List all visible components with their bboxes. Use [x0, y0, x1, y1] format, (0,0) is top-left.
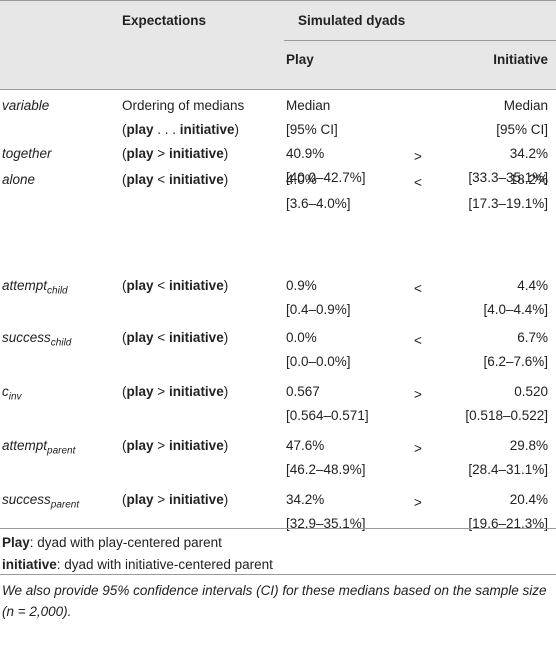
- row-variable: successparent: [2, 492, 80, 511]
- row-play-ci: [40.0–42.7%]: [286, 170, 366, 185]
- header-initiative: Initiative: [493, 52, 548, 67]
- row-init-ci: [0.518–0.522]: [465, 408, 548, 423]
- row-variable-subscript: child: [47, 285, 68, 297]
- subheader-variable: variable: [2, 98, 50, 113]
- row-init-median: 0.520: [514, 384, 548, 399]
- row-play-median: 0.567: [286, 384, 320, 399]
- table-header-background: [0, 0, 556, 89]
- expectation-operator: <: [157, 172, 166, 187]
- header-simulated-dyads: Simulated dyads: [298, 13, 406, 28]
- row-init-ci: [19.6–21.3%]: [468, 516, 548, 531]
- row-variable-subscript: inv: [8, 391, 22, 403]
- subheader-ordering-line2: (play . . . initiative): [122, 122, 240, 137]
- row-comparison: >: [414, 149, 422, 164]
- row-comparison: >: [414, 441, 422, 456]
- row-play-median: 4.0%: [286, 172, 317, 187]
- row-play-ci: [0.4–0.9%]: [286, 302, 351, 317]
- row-init-median: 4.4%: [517, 278, 548, 293]
- row-play-median: 47.6%: [286, 438, 325, 453]
- expectation-operator: <: [157, 330, 166, 345]
- expectation-operator: >: [157, 492, 166, 507]
- subheader-play-ci: [95% CI]: [286, 122, 338, 137]
- row-variable: alone: [2, 172, 36, 187]
- row-init-median: 34.2%: [509, 146, 548, 161]
- table-note: We also provide 95% confidence intervals…: [2, 583, 547, 619]
- row-variable: attemptparent: [2, 438, 76, 457]
- row-play-ci: [32.9–35.1%]: [286, 516, 366, 531]
- row-play-median: 0.9%: [286, 278, 317, 293]
- row-init-ci: [28.4–31.1%]: [468, 462, 548, 477]
- row-expectation: (play < initiative): [122, 330, 229, 345]
- row-comparison: >: [414, 387, 422, 402]
- row-comparison: <: [414, 281, 422, 296]
- row-variable-subscript: parent: [50, 499, 80, 511]
- footnote-play: Play: dyad with play-centered parent: [2, 535, 222, 550]
- row-comparison: <: [414, 175, 422, 190]
- row-play-median: 40.9%: [286, 146, 325, 161]
- row-variable: together: [2, 146, 52, 161]
- row-variable-subscript: child: [50, 337, 72, 349]
- row-expectation: (play < initiative): [122, 278, 229, 293]
- row-init-ci: [6.2–7.6%]: [483, 354, 548, 369]
- subheader-ordering-line1: Ordering of medians: [122, 98, 245, 113]
- row-expectation: (play > initiative): [122, 438, 229, 453]
- footnote-initiative: initiative: dyad with initiative-centere…: [2, 557, 273, 572]
- row-play-median: 0.0%: [286, 330, 317, 345]
- row-comparison: <: [414, 333, 422, 348]
- row-play-ci: [0.0–0.0%]: [286, 354, 351, 369]
- note-top-rule: [0, 574, 556, 575]
- row-play-ci: [46.2–48.9%]: [286, 462, 366, 477]
- row-variable: cinv: [2, 384, 22, 403]
- row-init-ci: [17.3–19.1%]: [468, 196, 548, 211]
- expectation-operator: >: [157, 146, 166, 161]
- row-comparison: >: [414, 495, 422, 510]
- header-bottom-rule: [0, 89, 556, 90]
- row-expectation: (play < initiative): [122, 172, 229, 187]
- row-variable: attemptchild: [2, 278, 68, 297]
- row-init-ci: [33.3–35.1%]: [468, 170, 548, 185]
- expectation-operator: >: [157, 438, 166, 453]
- subheader-play-median: Median: [286, 98, 331, 113]
- header-play: Play: [286, 52, 314, 67]
- row-init-median: 20.4%: [509, 492, 548, 507]
- dyads-underline: [284, 40, 556, 41]
- expectation-operator: <: [157, 278, 166, 293]
- row-variable: successchild: [2, 330, 72, 349]
- row-init-median: 29.8%: [509, 438, 548, 453]
- row-play-median: 34.2%: [286, 492, 325, 507]
- row-variable-subscript: parent: [47, 445, 76, 457]
- row-play-ci: [0.564–0.571]: [286, 408, 369, 423]
- row-expectation: (play > initiative): [122, 492, 229, 507]
- row-expectation: (play > initiative): [122, 146, 229, 161]
- row-expectation: (play > initiative): [122, 384, 229, 399]
- top-rule: [0, 0, 556, 1]
- row-init-median: 18.2%: [509, 172, 548, 187]
- row-play-ci: [3.6–4.0%]: [286, 196, 351, 211]
- header-expectations: Expectations: [122, 13, 207, 28]
- expectation-operator: >: [157, 384, 166, 399]
- row-init-ci: [4.0–4.4%]: [483, 302, 548, 317]
- table-bottom-rule: [0, 528, 556, 529]
- subheader-init-median: Median: [503, 98, 548, 113]
- subheader-init-ci: [95% CI]: [496, 122, 548, 137]
- row-init-median: 6.7%: [517, 330, 548, 345]
